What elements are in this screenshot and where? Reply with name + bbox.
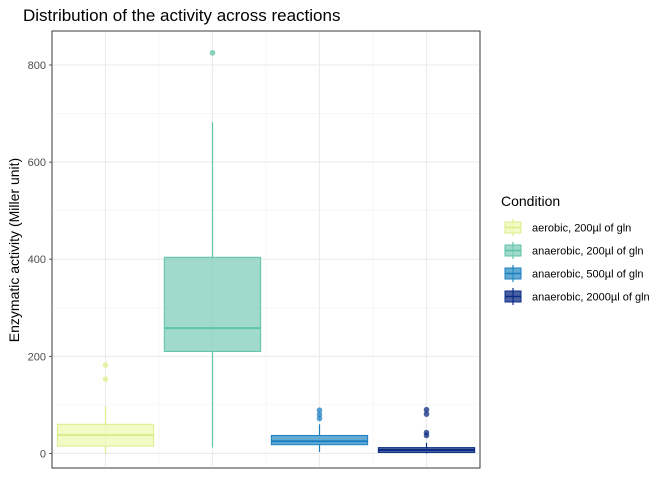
legend-title: Condition <box>501 193 560 209</box>
outlier-point <box>102 376 109 382</box>
box-body <box>270 434 369 446</box>
outlier-point <box>316 415 323 422</box>
outlier-point <box>316 411 323 418</box>
legend-label: anaerobic, 200µl of gln <box>532 246 644 258</box>
y-tick-label: 200 <box>28 351 46 363</box>
legend-item-2: anaerobic, 200µl of gln <box>504 242 644 259</box>
outlier-point <box>423 406 430 413</box>
y-tick-label: 800 <box>28 60 46 72</box>
boxes <box>56 50 476 454</box>
grid-minor <box>52 31 480 468</box>
legend: aerobic, 200µl of gln anaerobic, 200µl of… <box>504 219 650 305</box>
y-axis: 0 200 400 600 800 <box>28 60 52 460</box>
outlier-point <box>423 411 430 417</box>
outlier-point <box>423 429 430 436</box>
legend-item-4: anaerobic, 2000µl of gln <box>504 288 650 305</box>
y-tick-label: 600 <box>28 157 46 169</box>
legend-label: aerobic, 200µl of gln <box>532 223 631 235</box>
box-2 <box>163 50 262 448</box>
box-4 <box>377 406 476 454</box>
box-1 <box>56 362 155 454</box>
y-tick-label: 400 <box>28 254 46 266</box>
outlier-point <box>209 50 216 56</box>
legend-label: anaerobic, 2000µl of gln <box>532 292 650 304</box>
outlier-point <box>102 362 109 368</box>
outlier-point <box>316 407 323 414</box>
box-3 <box>270 407 369 452</box>
y-tick-label: 0 <box>40 448 46 460</box>
legend-item-3: anaerobic, 500µl of gln <box>504 265 644 282</box>
box-body <box>163 256 262 352</box>
legend-item-1: aerobic, 200µl of gln <box>504 219 631 236</box>
y-axis-title: Enzymatic activity (Miller unit) <box>6 158 22 342</box>
plot-border <box>51 30 481 469</box>
legend-label: anaerobic, 500µl of gln <box>532 269 644 281</box>
chart-title: Distribution of the activity across reac… <box>23 6 340 25</box>
